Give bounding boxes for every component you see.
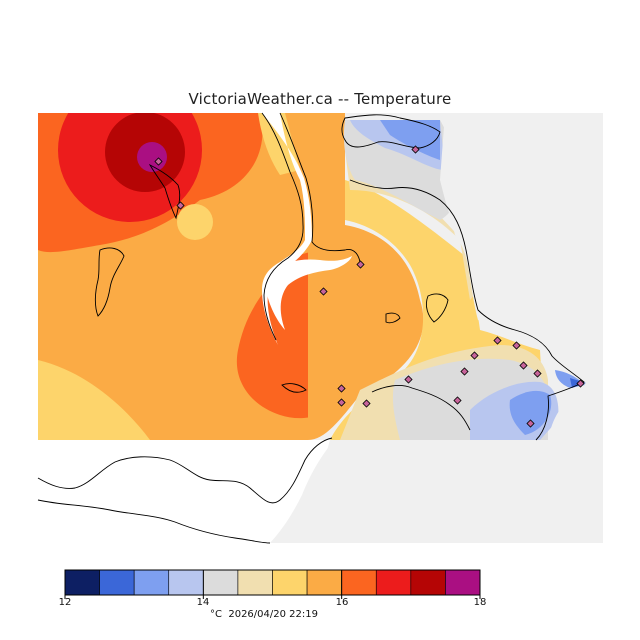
coastline-islet-east-2 bbox=[385, 312, 401, 324]
coastline-islet-west bbox=[94, 247, 125, 317]
station-marker bbox=[176, 201, 185, 210]
station-marker bbox=[319, 287, 328, 296]
coastline-south bbox=[37, 437, 333, 504]
colorbar-bin-5 bbox=[237, 569, 273, 596]
station-marker bbox=[470, 351, 479, 360]
timestamp: 2026/04/20 22:19 bbox=[228, 609, 318, 620]
map-title: VictoriaWeather.ca -- Temperature bbox=[188, 90, 452, 108]
coastline-islet-east bbox=[425, 293, 449, 323]
station-marker bbox=[337, 384, 346, 393]
temp-band-15.5-16-east bbox=[308, 113, 424, 440]
water-inlet-bay bbox=[266, 256, 352, 330]
colorbar-bin-2 bbox=[133, 569, 170, 596]
temp-band-13-13.5-se bbox=[509, 390, 552, 435]
station-markers bbox=[154, 145, 585, 428]
station-marker bbox=[411, 145, 420, 154]
colorbar-frame bbox=[64, 569, 481, 596]
station-marker bbox=[460, 367, 469, 376]
coastline-inlet bbox=[261, 112, 304, 341]
station-marker bbox=[493, 336, 502, 345]
colorbar-bin-1 bbox=[99, 569, 135, 596]
water-east-sea bbox=[300, 113, 603, 543]
colorbar-tick-16: 16 bbox=[335, 597, 349, 608]
colorbar-unit: °C bbox=[210, 609, 222, 620]
station-marker bbox=[533, 369, 542, 378]
station-marker bbox=[576, 379, 585, 388]
coastline-east-peninsula bbox=[349, 179, 585, 441]
station-marker bbox=[519, 361, 528, 370]
colorbar-bin-11 bbox=[445, 569, 481, 596]
water-strait bbox=[38, 440, 330, 543]
station-marker bbox=[453, 396, 462, 405]
colorbar-tick-max: 18 bbox=[473, 597, 487, 608]
colorbar-caption: °C 2026/04/20 22:19 bbox=[210, 609, 318, 620]
coastline-inlet-east bbox=[279, 112, 361, 263]
station-marker bbox=[404, 375, 413, 384]
colorbar-bin-0 bbox=[64, 569, 100, 596]
colorbar-bin-6 bbox=[272, 569, 308, 596]
colorbar-tick-14: 14 bbox=[196, 597, 210, 608]
coastline-victoria bbox=[371, 385, 471, 431]
colorbar-bin-4 bbox=[203, 569, 239, 596]
colorbar-tick-min: 12 bbox=[58, 597, 72, 608]
colorbar-bin-7 bbox=[306, 569, 342, 596]
station-marker bbox=[154, 157, 163, 166]
water-inlet bbox=[262, 113, 312, 345]
station-marker bbox=[526, 419, 535, 428]
station-marker bbox=[512, 341, 521, 350]
colorbar bbox=[64, 569, 481, 599]
colorbar-bin-3 bbox=[168, 569, 204, 596]
station-marker bbox=[356, 260, 365, 269]
station-marker bbox=[337, 398, 346, 407]
colorbar-bin-9 bbox=[375, 569, 412, 596]
temperature-field bbox=[38, 113, 603, 543]
temp-band-13-13.5-ne bbox=[380, 120, 440, 160]
station-marker bbox=[362, 399, 371, 408]
temp-band-15-15.5-sw bbox=[38, 360, 150, 440]
coastlines bbox=[37, 112, 585, 544]
coastline-islet-center bbox=[281, 383, 307, 393]
temp-band-15-15.5-islet bbox=[177, 204, 213, 240]
coastline-south-2 bbox=[37, 499, 271, 544]
coastline-saanich bbox=[341, 114, 441, 149]
colorbar-bin-10 bbox=[410, 569, 446, 596]
colorbar-bin-8 bbox=[341, 569, 377, 596]
coastline-sidney bbox=[148, 163, 181, 220]
